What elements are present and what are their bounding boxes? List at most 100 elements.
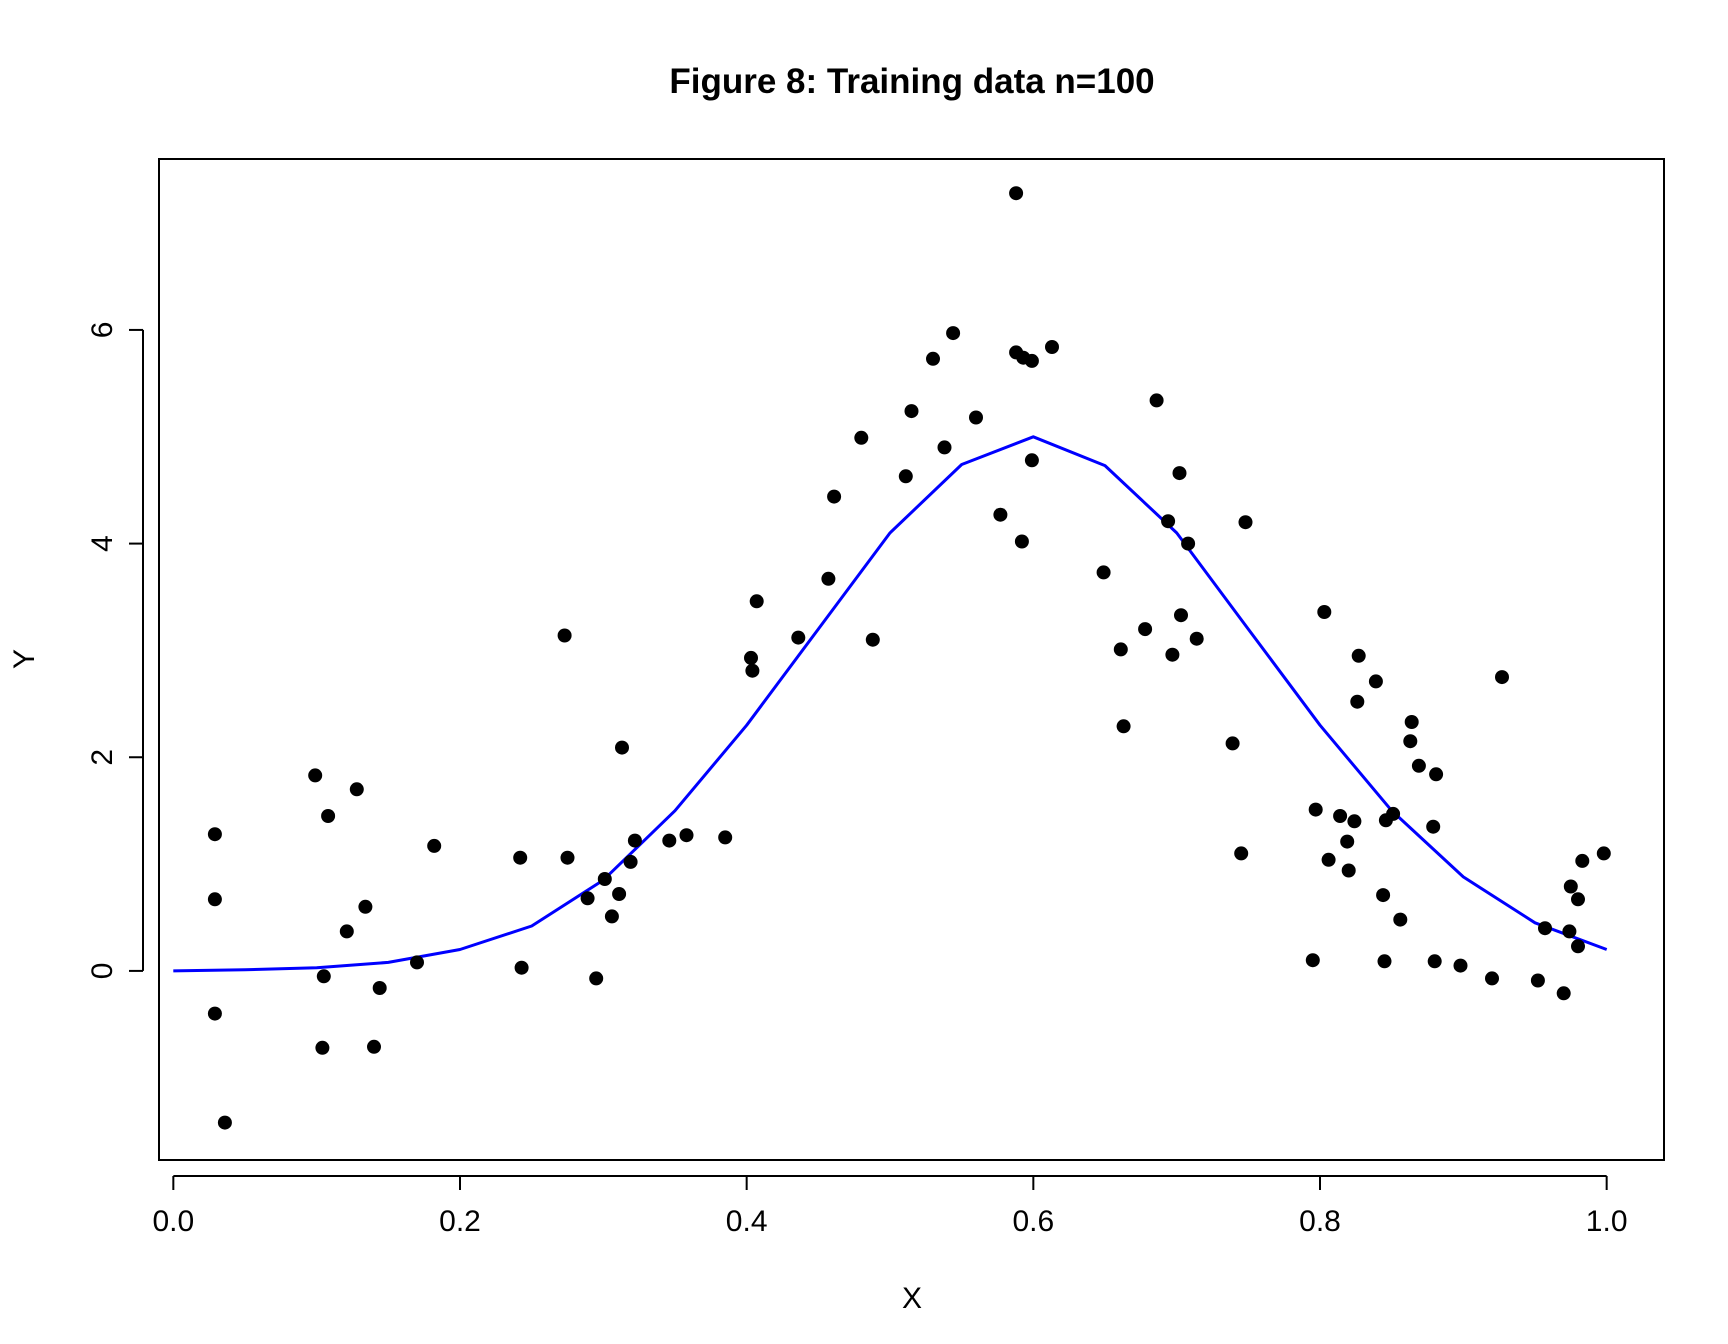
data-point — [1376, 888, 1391, 903]
data-point — [1495, 670, 1509, 685]
data-point — [1368, 674, 1383, 689]
data-point — [207, 1006, 222, 1021]
x-axis-label: X — [902, 1282, 922, 1315]
data-point — [993, 507, 1008, 522]
data-point — [207, 892, 222, 907]
data-point — [1351, 648, 1366, 663]
data-point — [744, 650, 758, 665]
plot-frame — [158, 158, 1665, 1161]
data-point — [1305, 953, 1320, 968]
data-point — [1172, 466, 1187, 481]
data-point — [1350, 694, 1365, 709]
data-point — [349, 782, 364, 797]
data-point — [589, 971, 604, 986]
data-point — [865, 632, 880, 647]
data-point — [662, 833, 677, 848]
data-point — [1024, 453, 1039, 468]
data-point — [821, 571, 836, 586]
data-point — [791, 630, 806, 645]
data-point — [1538, 921, 1552, 936]
data-point — [745, 663, 760, 678]
chart-title: Figure 8: Training data n=100 — [669, 62, 1154, 101]
data-point — [316, 969, 331, 984]
data-point — [1340, 834, 1355, 849]
data-point — [904, 404, 919, 419]
data-point — [1347, 814, 1362, 829]
data-point — [1138, 622, 1153, 637]
data-point — [308, 768, 323, 783]
data-point — [969, 410, 983, 425]
data-point — [1317, 605, 1332, 619]
data-point — [1161, 514, 1176, 529]
data-point — [367, 1039, 381, 1054]
data-point — [427, 838, 442, 853]
data-point — [1234, 846, 1249, 861]
data-point — [1321, 852, 1336, 867]
data-point — [615, 740, 629, 755]
x-tick-label: 0.0 — [152, 1205, 194, 1238]
data-point — [1045, 340, 1059, 354]
data-point — [1333, 809, 1348, 823]
data-point — [827, 489, 842, 504]
data-point — [513, 850, 528, 865]
data-point — [315, 1040, 330, 1055]
data-point — [580, 891, 595, 906]
data-point — [749, 594, 764, 609]
x-tick-label: 0.8 — [1299, 1205, 1341, 1238]
data-point — [718, 830, 733, 845]
data-point — [1308, 802, 1323, 817]
fitted-curve — [173, 435, 1608, 973]
data-point — [321, 809, 336, 823]
data-point — [1165, 647, 1180, 662]
data-point — [1485, 971, 1499, 986]
data-point — [1403, 734, 1418, 749]
data-point — [217, 1115, 232, 1130]
data-point — [1596, 846, 1611, 861]
y-tick-label: 6 — [86, 322, 119, 339]
data-point — [937, 440, 952, 455]
data-point — [854, 430, 869, 445]
series-layer — [173, 186, 1611, 1130]
data-point — [926, 351, 940, 366]
data-point — [339, 924, 354, 939]
x-tick-label: 0.4 — [726, 1205, 768, 1238]
data-point — [604, 909, 619, 924]
data-point — [679, 828, 694, 843]
data-point — [898, 469, 913, 484]
data-point — [1009, 186, 1024, 201]
data-point — [557, 628, 572, 643]
data-point — [358, 899, 373, 914]
y-tick-label: 2 — [86, 749, 119, 766]
data-point — [1556, 986, 1571, 1001]
y-axis-label: Y — [8, 649, 41, 669]
data-point — [560, 850, 575, 865]
x-tick-label: 0.6 — [1012, 1205, 1054, 1238]
data-point — [1426, 819, 1441, 834]
data-point — [623, 854, 638, 869]
x-tick-label: 0.2 — [439, 1205, 481, 1238]
data-point — [1096, 565, 1111, 580]
data-point — [1562, 924, 1577, 939]
data-point — [1014, 534, 1029, 549]
data-point — [1149, 393, 1164, 408]
data-point — [1377, 954, 1392, 969]
data-point — [1571, 892, 1585, 907]
y-axis: 0 2 4 6 — [86, 322, 144, 980]
x-tick-label: 1.0 — [1586, 1205, 1628, 1238]
data-point — [1393, 912, 1408, 927]
data-point — [1238, 515, 1253, 530]
data-point — [410, 955, 424, 970]
data-point — [597, 872, 612, 886]
y-tick-label: 0 — [86, 963, 119, 980]
data-point — [1189, 631, 1204, 646]
data-point — [1563, 879, 1578, 894]
data-point — [1429, 767, 1444, 782]
data-point — [514, 960, 529, 975]
data-point — [1404, 715, 1419, 729]
data-point — [1174, 608, 1188, 623]
data-point — [372, 981, 387, 995]
data-point — [1113, 642, 1128, 657]
y-tick-label: 4 — [86, 535, 119, 552]
data-point — [627, 833, 642, 848]
